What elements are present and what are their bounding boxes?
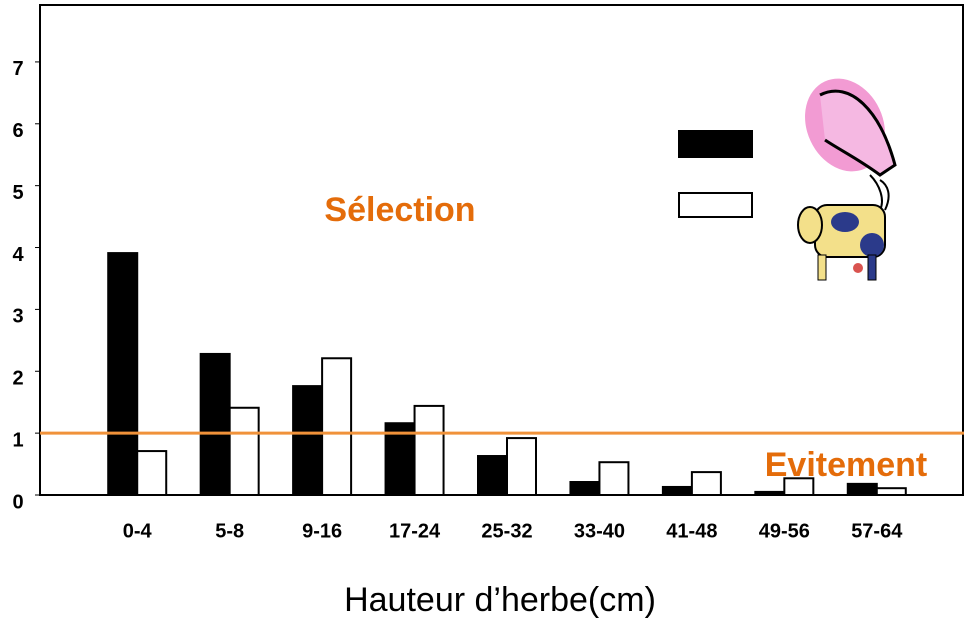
x-tick-label: 25-32: [481, 520, 532, 542]
y-tick-label: 1: [12, 429, 23, 451]
cow-icon: [797, 179, 890, 281]
y-tick-label: 7: [12, 58, 23, 80]
legend-swatch: [678, 130, 753, 158]
bar: [783, 477, 815, 496]
y-tick-label: 5: [12, 182, 23, 204]
x-tick-label: 9-16: [302, 520, 342, 542]
bar: [506, 437, 537, 497]
bar: [107, 252, 139, 496]
bar: [199, 352, 231, 496]
annotation: Evitement: [765, 446, 928, 484]
bar: [321, 357, 353, 496]
bar: [292, 385, 324, 496]
bar: [136, 450, 168, 497]
x-tick-label: 17-24: [389, 520, 441, 542]
y-tick-label: 6: [12, 120, 23, 142]
bar: [690, 471, 722, 496]
x-tick-label: 33-40: [574, 520, 625, 542]
horse-icon: [805, 78, 897, 211]
x-axis-label: Hauteur d’herbe(cm): [344, 581, 656, 619]
bar: [661, 485, 693, 496]
bar: [754, 490, 786, 496]
bar: [598, 461, 630, 496]
x-tick-label: 57-64: [851, 520, 903, 542]
x-tick-label: 0-4: [123, 520, 153, 542]
x-tick-label: 41-48: [666, 520, 717, 542]
y-tick-label: 3: [12, 306, 23, 328]
bar: [846, 482, 878, 497]
legend-swatch: [678, 192, 753, 218]
y-tick-label: 0: [12, 491, 23, 513]
annotation: Sélection: [324, 191, 475, 229]
bar: [875, 487, 907, 497]
bar: [228, 406, 260, 496]
bar: [569, 481, 601, 496]
bar: [477, 455, 508, 497]
y-tick-label: 4: [12, 244, 24, 266]
bar: [413, 404, 445, 496]
y-tick-label: 2: [12, 368, 23, 390]
x-tick-label: 49-56: [759, 520, 810, 542]
x-tick-label: 5-8: [215, 520, 244, 542]
